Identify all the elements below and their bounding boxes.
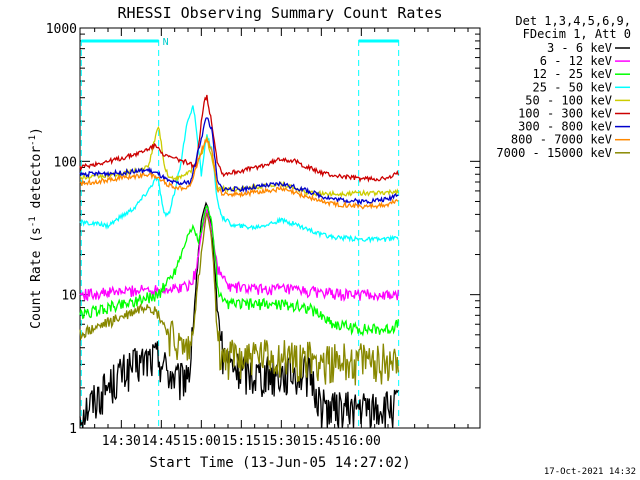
series-line-7000-15000-kev <box>79 212 399 386</box>
x-tick-label: 16:00 <box>342 434 381 449</box>
x-tick-label: 15:45 <box>302 434 341 449</box>
legend-label: 7000 - 15000 keV <box>496 146 612 160</box>
night-marker-label: N <box>163 37 169 48</box>
series-line-50-100-kev <box>80 125 399 198</box>
x-tick-label: 15:00 <box>182 434 221 449</box>
y-tick-label: 100 <box>54 155 77 170</box>
series-line-6-12-kev <box>79 207 399 303</box>
series-line-800-7000-kev <box>79 137 399 210</box>
plot-frame <box>79 27 481 429</box>
legend-label: 25 - 50 keV <box>533 80 612 94</box>
y-tick-label: 1 <box>69 422 77 437</box>
legend-label: 12 - 25 keV <box>533 67 612 81</box>
series-line-100-300-kev <box>79 94 399 183</box>
y-tick-label: 10 <box>61 289 77 304</box>
legend-label: 300 - 800 keV <box>518 120 612 134</box>
axis-ticks-layer: 14:30 14:45 15:00 15:15 15:30 15:45 16:00 1 10 10… <box>46 22 480 449</box>
series-layer <box>79 94 399 429</box>
x-tick-label: 15:30 <box>262 434 301 449</box>
y-tick-label: 1000 <box>46 22 77 37</box>
y-axis-label-sup: -1 <box>28 216 38 227</box>
series-line-25-50-kev <box>79 105 399 244</box>
chart-title: RHESSI Observing Summary Count Rates <box>117 4 442 22</box>
legend-label: 100 - 300 keV <box>518 107 612 121</box>
legend-label: 50 - 100 keV <box>525 93 612 107</box>
x-tick-label: 14:45 <box>142 434 181 449</box>
x-axis-label: Start Time (13-Jun-05 14:27:02) <box>149 455 410 471</box>
legend-label: 6 - 12 keV <box>540 54 612 68</box>
series-line-300-800-kev <box>79 117 399 206</box>
y-axis-label-close: ) <box>29 127 44 135</box>
y-axis-label: Count Rate (s-1 detector-1) <box>28 127 44 329</box>
legend-label: 800 - 7000 keV <box>511 133 612 147</box>
legend-label: 3 - 6 keV <box>547 41 612 55</box>
legend-header-line-1: Det 1,3,4,5,6,9, <box>515 14 631 28</box>
x-tick-label: 15:15 <box>222 434 261 449</box>
y-axis-label-rest: detector <box>29 146 44 217</box>
series-line-12-25-kev <box>79 205 399 337</box>
y-axis-label-sup-2: -1 <box>28 135 38 146</box>
y-axis-label-base: Count Rate (s <box>29 227 44 329</box>
legend-header-line-2: FDecim 1, Att 0 <box>523 27 631 41</box>
plot-timestamp: 17-Oct-2021 14:32 <box>544 467 636 477</box>
series-line-3-6-kev <box>79 201 399 429</box>
x-tick-label: 14:30 <box>102 434 141 449</box>
night-saa-marks-layer: N <box>80 37 400 428</box>
